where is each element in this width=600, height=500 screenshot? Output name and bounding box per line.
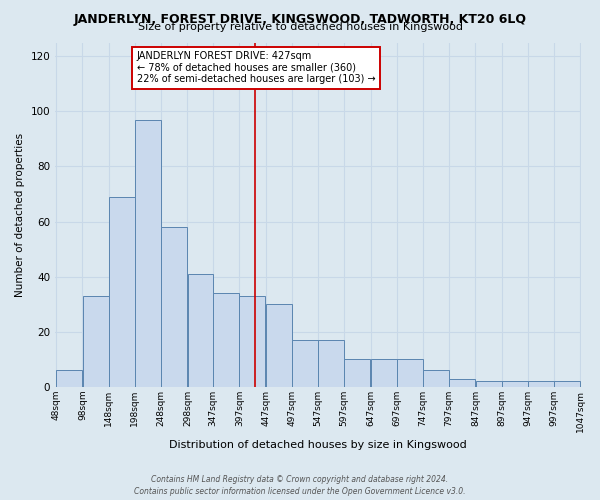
Bar [371, 360, 397, 387]
Bar [83, 296, 109, 387]
X-axis label: Distribution of detached houses by size in Kingswood: Distribution of detached houses by size … [169, 440, 467, 450]
Text: Size of property relative to detached houses in Kingswood: Size of property relative to detached ho… [137, 22, 463, 32]
Bar [266, 304, 292, 387]
Text: JANDERLYN FOREST DRIVE: 427sqm
← 78% of detached houses are smaller (360)
22% of: JANDERLYN FOREST DRIVE: 427sqm ← 78% of … [137, 51, 376, 84]
Bar [188, 274, 214, 387]
Bar [56, 370, 82, 387]
Bar [502, 382, 528, 387]
Bar [318, 340, 344, 387]
Bar [449, 378, 475, 387]
Bar [239, 296, 265, 387]
Bar [135, 120, 161, 387]
Bar [397, 360, 423, 387]
Bar [423, 370, 449, 387]
Text: Contains HM Land Registry data © Crown copyright and database right 2024.
Contai: Contains HM Land Registry data © Crown c… [134, 474, 466, 496]
Bar [528, 382, 554, 387]
Bar [554, 382, 580, 387]
Bar [292, 340, 318, 387]
Y-axis label: Number of detached properties: Number of detached properties [15, 132, 25, 297]
Bar [476, 382, 502, 387]
Bar [213, 293, 239, 387]
Bar [161, 227, 187, 387]
Bar [344, 360, 370, 387]
Text: JANDERLYN, FOREST DRIVE, KINGSWOOD, TADWORTH, KT20 6LQ: JANDERLYN, FOREST DRIVE, KINGSWOOD, TADW… [74, 12, 527, 26]
Bar [109, 197, 135, 387]
